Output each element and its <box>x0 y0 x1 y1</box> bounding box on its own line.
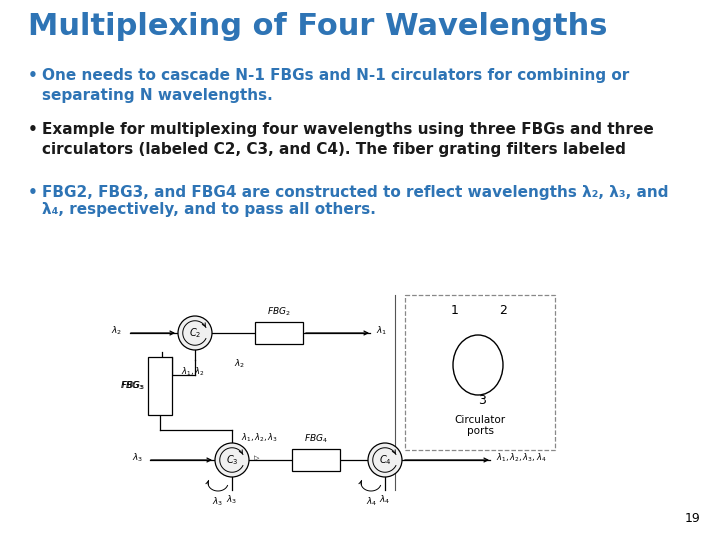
Bar <box>148 357 172 415</box>
Bar <box>292 449 340 471</box>
Text: 2: 2 <box>499 303 507 316</box>
Text: Example for multiplexing four wavelengths using three FBGs and three
circulators: Example for multiplexing four wavelength… <box>42 122 654 157</box>
Text: ports: ports <box>467 426 493 436</box>
Text: $\lambda_1$: $\lambda_1$ <box>376 325 387 338</box>
Text: •: • <box>28 185 38 200</box>
Text: 19: 19 <box>684 512 700 525</box>
Text: •: • <box>28 68 38 83</box>
Text: 3: 3 <box>478 394 486 407</box>
Text: $\lambda_3$: $\lambda_3$ <box>212 495 224 508</box>
Text: $\lambda_2$: $\lambda_2$ <box>111 325 122 338</box>
Text: $\lambda_4$: $\lambda_4$ <box>379 494 391 507</box>
Text: $FBG_4$: $FBG_4$ <box>304 433 328 445</box>
Text: $\lambda_1, \lambda_2, \lambda_3$: $\lambda_1, \lambda_2, \lambda_3$ <box>241 432 279 444</box>
Circle shape <box>368 443 402 477</box>
Bar <box>255 322 303 344</box>
Text: $\lambda_2$: $\lambda_2$ <box>235 358 246 370</box>
Text: $\lambda_4$: $\lambda_4$ <box>366 495 378 508</box>
Text: •: • <box>28 122 38 137</box>
Text: Circulator: Circulator <box>454 415 505 425</box>
Text: FBG2, FBG3, and FBG4 are constructed to reflect wavelengths λ₂, λ₃, and: FBG2, FBG3, and FBG4 are constructed to … <box>42 185 668 200</box>
Text: $C_4$: $C_4$ <box>379 453 392 467</box>
Text: $FBG_3$: $FBG_3$ <box>120 380 144 392</box>
Text: 1: 1 <box>451 303 459 316</box>
Text: $C_3$: $C_3$ <box>225 453 238 467</box>
Circle shape <box>215 443 249 477</box>
Text: $FBG_3$: $FBG_3$ <box>121 380 145 392</box>
Text: $FBG_2$: $FBG_2$ <box>267 306 291 318</box>
Text: $C_2$: $C_2$ <box>189 326 201 340</box>
Bar <box>405 295 555 450</box>
Text: $\lambda_1, \lambda_2, \lambda_3, \lambda_4$: $\lambda_1, \lambda_2, \lambda_3, \lambd… <box>496 452 546 464</box>
Text: $\lambda_3$: $\lambda_3$ <box>132 452 143 464</box>
Text: $\lambda_3$: $\lambda_3$ <box>226 494 238 507</box>
Text: $\lambda_1, \lambda_2$: $\lambda_1, \lambda_2$ <box>181 365 205 377</box>
Text: $\mathbf{\triangleright}$: $\mathbf{\triangleright}$ <box>253 453 261 463</box>
Text: λ₄, respectively, and to pass all others.: λ₄, respectively, and to pass all others… <box>42 202 376 217</box>
Text: Multiplexing of Four Wavelengths: Multiplexing of Four Wavelengths <box>28 12 608 41</box>
Text: One needs to cascade N-1 FBGs and N-1 circulators for combining or
separating N : One needs to cascade N-1 FBGs and N-1 ci… <box>42 68 629 103</box>
Circle shape <box>178 316 212 350</box>
